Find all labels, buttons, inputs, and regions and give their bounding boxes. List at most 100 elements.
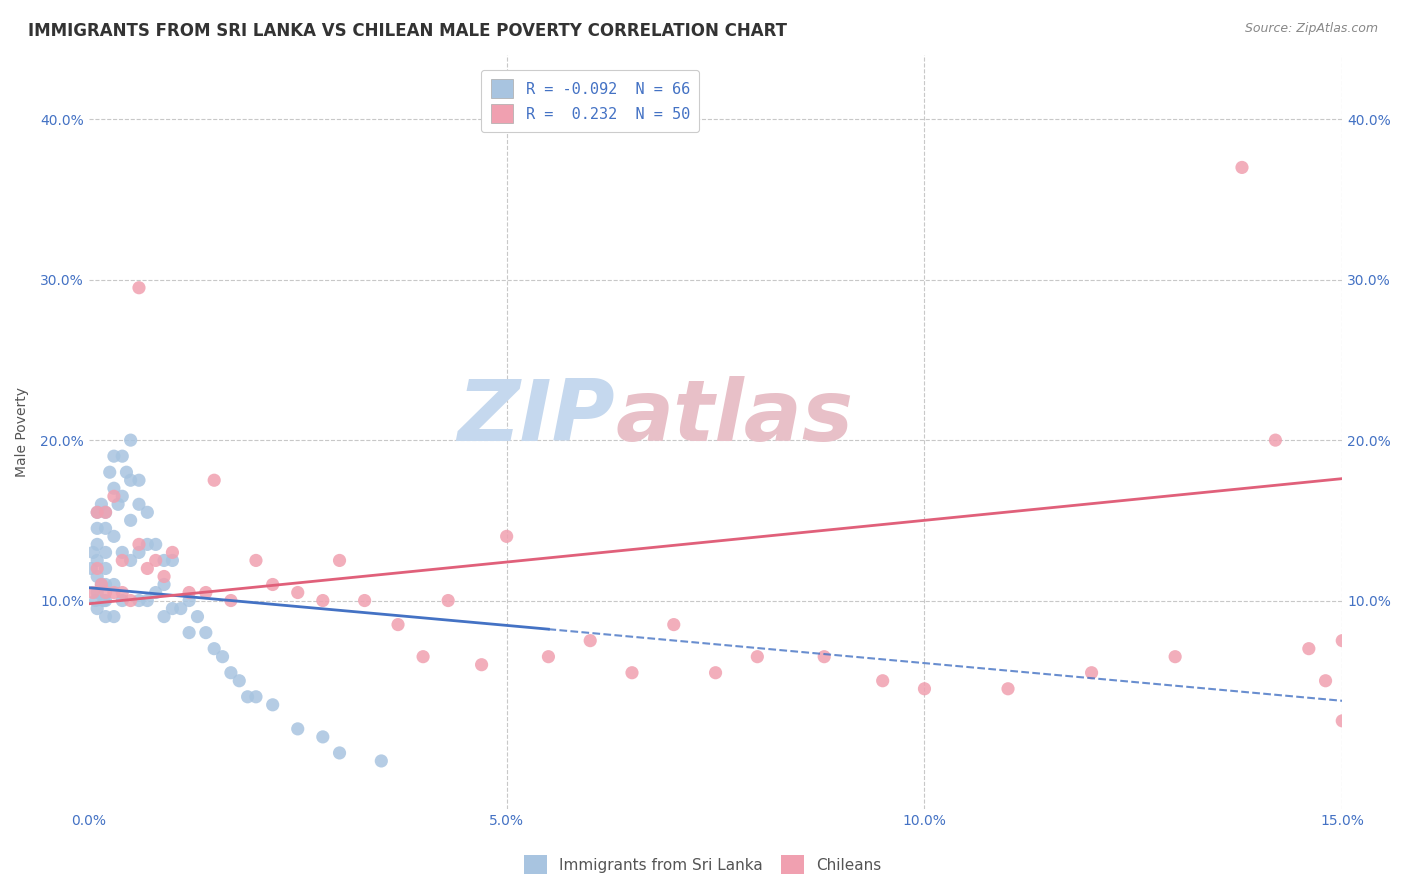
Point xyxy=(997,681,1019,696)
Point xyxy=(153,569,176,583)
Point xyxy=(103,529,125,543)
Point xyxy=(120,473,142,487)
Point xyxy=(94,577,117,591)
Point xyxy=(90,577,112,591)
Point xyxy=(1230,161,1253,175)
Point xyxy=(1331,633,1354,648)
Point xyxy=(94,505,117,519)
Point xyxy=(86,553,108,567)
Text: Source: ZipAtlas.com: Source: ZipAtlas.com xyxy=(1244,22,1378,36)
Point xyxy=(128,473,150,487)
Point xyxy=(328,746,350,760)
Point xyxy=(1264,433,1286,447)
Point xyxy=(312,593,335,607)
Point xyxy=(128,545,150,559)
Point xyxy=(128,593,150,607)
Point xyxy=(437,593,460,607)
Point xyxy=(136,593,159,607)
Point xyxy=(94,505,117,519)
Point xyxy=(111,585,134,599)
Point xyxy=(82,585,104,599)
Point xyxy=(747,649,769,664)
Point xyxy=(145,537,167,551)
Point xyxy=(387,617,409,632)
Point xyxy=(1164,649,1187,664)
Point xyxy=(872,673,894,688)
Point xyxy=(94,585,117,599)
Point xyxy=(98,465,121,479)
Point xyxy=(145,553,167,567)
Point xyxy=(914,681,936,696)
Legend: R = -0.092  N = 66, R =  0.232  N = 50: R = -0.092 N = 66, R = 0.232 N = 50 xyxy=(481,70,699,132)
Point xyxy=(84,593,107,607)
Point xyxy=(1298,641,1320,656)
Point xyxy=(179,585,201,599)
Point xyxy=(111,553,134,567)
Point xyxy=(194,585,217,599)
Point xyxy=(312,730,335,744)
Point xyxy=(94,545,117,559)
Point xyxy=(94,521,117,535)
Point xyxy=(86,601,108,615)
Point xyxy=(136,505,159,519)
Point xyxy=(82,545,104,559)
Point xyxy=(111,449,134,463)
Point xyxy=(328,553,350,567)
Point xyxy=(194,625,217,640)
Point xyxy=(219,665,242,680)
Point xyxy=(103,609,125,624)
Point xyxy=(262,698,284,712)
Point xyxy=(1080,665,1102,680)
Point xyxy=(86,505,108,519)
Point xyxy=(153,553,176,567)
Point xyxy=(153,609,176,624)
Point xyxy=(153,577,176,591)
Point xyxy=(103,489,125,503)
Point xyxy=(162,545,184,559)
Point xyxy=(103,585,125,599)
Point xyxy=(813,649,835,664)
Point xyxy=(103,449,125,463)
Point xyxy=(90,497,112,511)
Point xyxy=(111,593,134,607)
Point xyxy=(495,529,517,543)
Point xyxy=(103,577,125,591)
Point xyxy=(1331,714,1354,728)
Point xyxy=(115,465,138,479)
Point xyxy=(162,601,184,615)
Point xyxy=(86,569,108,583)
Point xyxy=(662,617,685,632)
Point xyxy=(370,754,392,768)
Point xyxy=(471,657,494,672)
Point xyxy=(103,481,125,495)
Point xyxy=(412,649,434,664)
Point xyxy=(94,561,117,575)
Point xyxy=(111,545,134,559)
Point xyxy=(90,577,112,591)
Text: IMMIGRANTS FROM SRI LANKA VS CHILEAN MALE POVERTY CORRELATION CHART: IMMIGRANTS FROM SRI LANKA VS CHILEAN MAL… xyxy=(28,22,787,40)
Point xyxy=(245,690,267,704)
Point xyxy=(86,537,108,551)
Point xyxy=(579,633,602,648)
Text: ZIP: ZIP xyxy=(458,376,616,458)
Point xyxy=(94,593,117,607)
Point xyxy=(111,489,134,503)
Point xyxy=(245,553,267,567)
Point xyxy=(287,722,309,736)
Point xyxy=(136,537,159,551)
Point xyxy=(86,521,108,535)
Point xyxy=(353,593,375,607)
Point xyxy=(128,537,150,551)
Text: atlas: atlas xyxy=(616,376,853,458)
Point xyxy=(219,593,242,607)
Point xyxy=(1315,673,1337,688)
Point xyxy=(86,585,108,599)
Point xyxy=(162,553,184,567)
Point xyxy=(236,690,259,704)
Point xyxy=(228,673,250,688)
Point xyxy=(128,497,150,511)
Point xyxy=(120,513,142,527)
Point xyxy=(262,577,284,591)
Point xyxy=(179,625,201,640)
Point xyxy=(120,553,142,567)
